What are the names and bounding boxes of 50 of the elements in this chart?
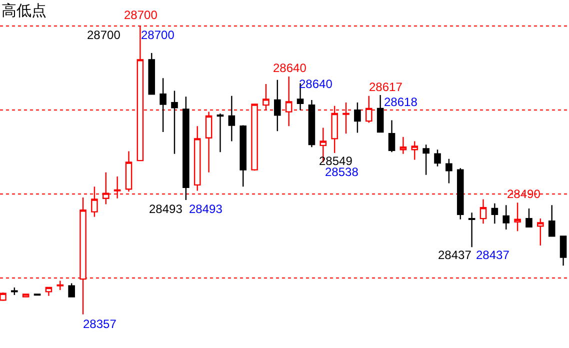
candlestick xyxy=(548,204,556,237)
candlestick xyxy=(456,168,464,220)
annotation: 28700 xyxy=(124,8,158,22)
annotation: 28437 xyxy=(438,248,472,262)
candlestick xyxy=(526,208,532,228)
annotation: 28493 xyxy=(149,202,183,216)
candlestick xyxy=(11,286,18,296)
candlestick xyxy=(148,52,156,95)
candlestick xyxy=(434,149,441,168)
candlestick xyxy=(491,202,498,224)
candlestick xyxy=(468,212,476,248)
annotation: 28493 xyxy=(189,202,223,216)
candlestick xyxy=(205,111,212,173)
candlestick xyxy=(560,236,567,266)
candlestick xyxy=(171,90,178,154)
candlestick xyxy=(228,95,236,142)
annotation: 28549 xyxy=(319,154,353,168)
candlestick xyxy=(411,140,418,160)
candlestick xyxy=(68,282,75,298)
chart-title: 高低点 xyxy=(2,2,47,20)
annotation: 28640 xyxy=(273,61,307,75)
candlestick xyxy=(240,124,247,188)
candlestick xyxy=(376,94,384,133)
candlestick xyxy=(308,99,316,148)
candlestick xyxy=(446,158,452,184)
candlestick xyxy=(160,78,166,133)
annotation: 28700 xyxy=(87,28,121,42)
annotation: 28618 xyxy=(384,95,418,109)
candlestick xyxy=(480,198,487,224)
candlestick xyxy=(216,112,224,153)
candlestick xyxy=(274,79,281,132)
candlestick xyxy=(514,202,521,232)
candlestick xyxy=(388,120,396,153)
candlestick xyxy=(22,294,30,298)
candlestick xyxy=(125,150,132,192)
annotation: 28700 xyxy=(141,28,175,42)
candlestick xyxy=(56,280,64,291)
candlestick xyxy=(422,144,430,176)
candlestick xyxy=(400,136,407,154)
annotation: 28437 xyxy=(476,248,510,262)
candlestick xyxy=(194,125,201,192)
candlestick xyxy=(45,286,52,296)
annotation: 28617 xyxy=(369,80,403,94)
candlestick xyxy=(537,218,544,246)
annotation: 28538 xyxy=(325,165,359,179)
candlestick xyxy=(182,96,190,201)
candlestick xyxy=(502,204,510,230)
annotation: 28357 xyxy=(83,317,117,331)
annotation: 28640 xyxy=(299,77,333,91)
candlestick xyxy=(354,102,361,134)
